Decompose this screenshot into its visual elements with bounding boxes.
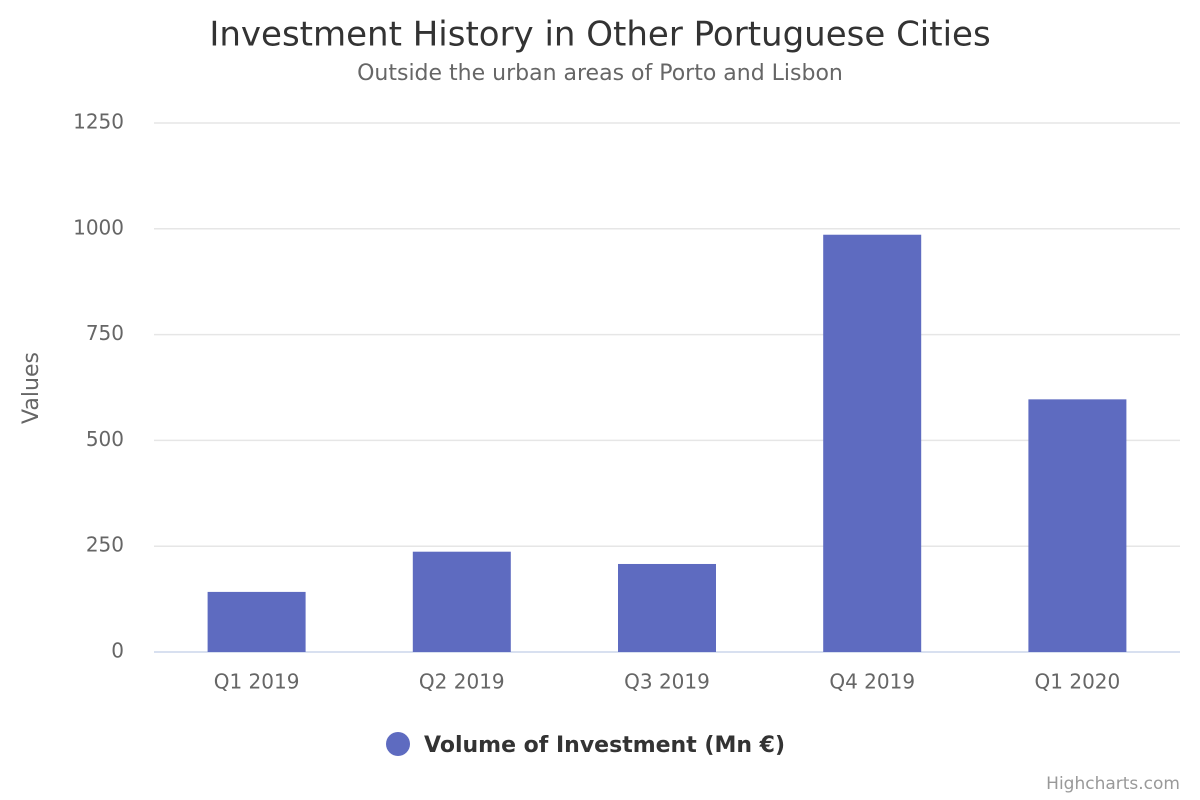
bar	[207, 591, 306, 652]
bar	[823, 234, 922, 652]
credits[interactable]: Highcharts.com	[1046, 774, 1180, 794]
bar	[1028, 399, 1127, 652]
y-axis-title: Values	[19, 352, 44, 424]
bar	[412, 551, 511, 652]
bar	[618, 563, 716, 652]
y-tick-label: 0	[111, 639, 124, 663]
legend-marker	[386, 732, 410, 756]
chart-subtitle: Outside the urban areas of Porto and Lis…	[357, 61, 843, 86]
x-tick-label: Q1 2019	[214, 670, 300, 694]
y-tick-label: 500	[86, 427, 124, 451]
x-tick-label: Q1 2020	[1035, 670, 1121, 694]
y-tick-label: 750	[86, 321, 124, 345]
x-tick-label: Q2 2019	[419, 670, 505, 694]
y-tick-label: 1000	[73, 215, 124, 239]
legend-label: Volume of Investment (Mn €)	[424, 733, 785, 758]
x-tick-label: Q3 2019	[624, 670, 710, 694]
y-tick-label: 1250	[73, 110, 124, 134]
x-tick-label: Q4 2019	[829, 670, 915, 694]
chart-title: Investment History in Other Portuguese C…	[209, 15, 990, 55]
y-tick-label: 250	[86, 533, 124, 557]
